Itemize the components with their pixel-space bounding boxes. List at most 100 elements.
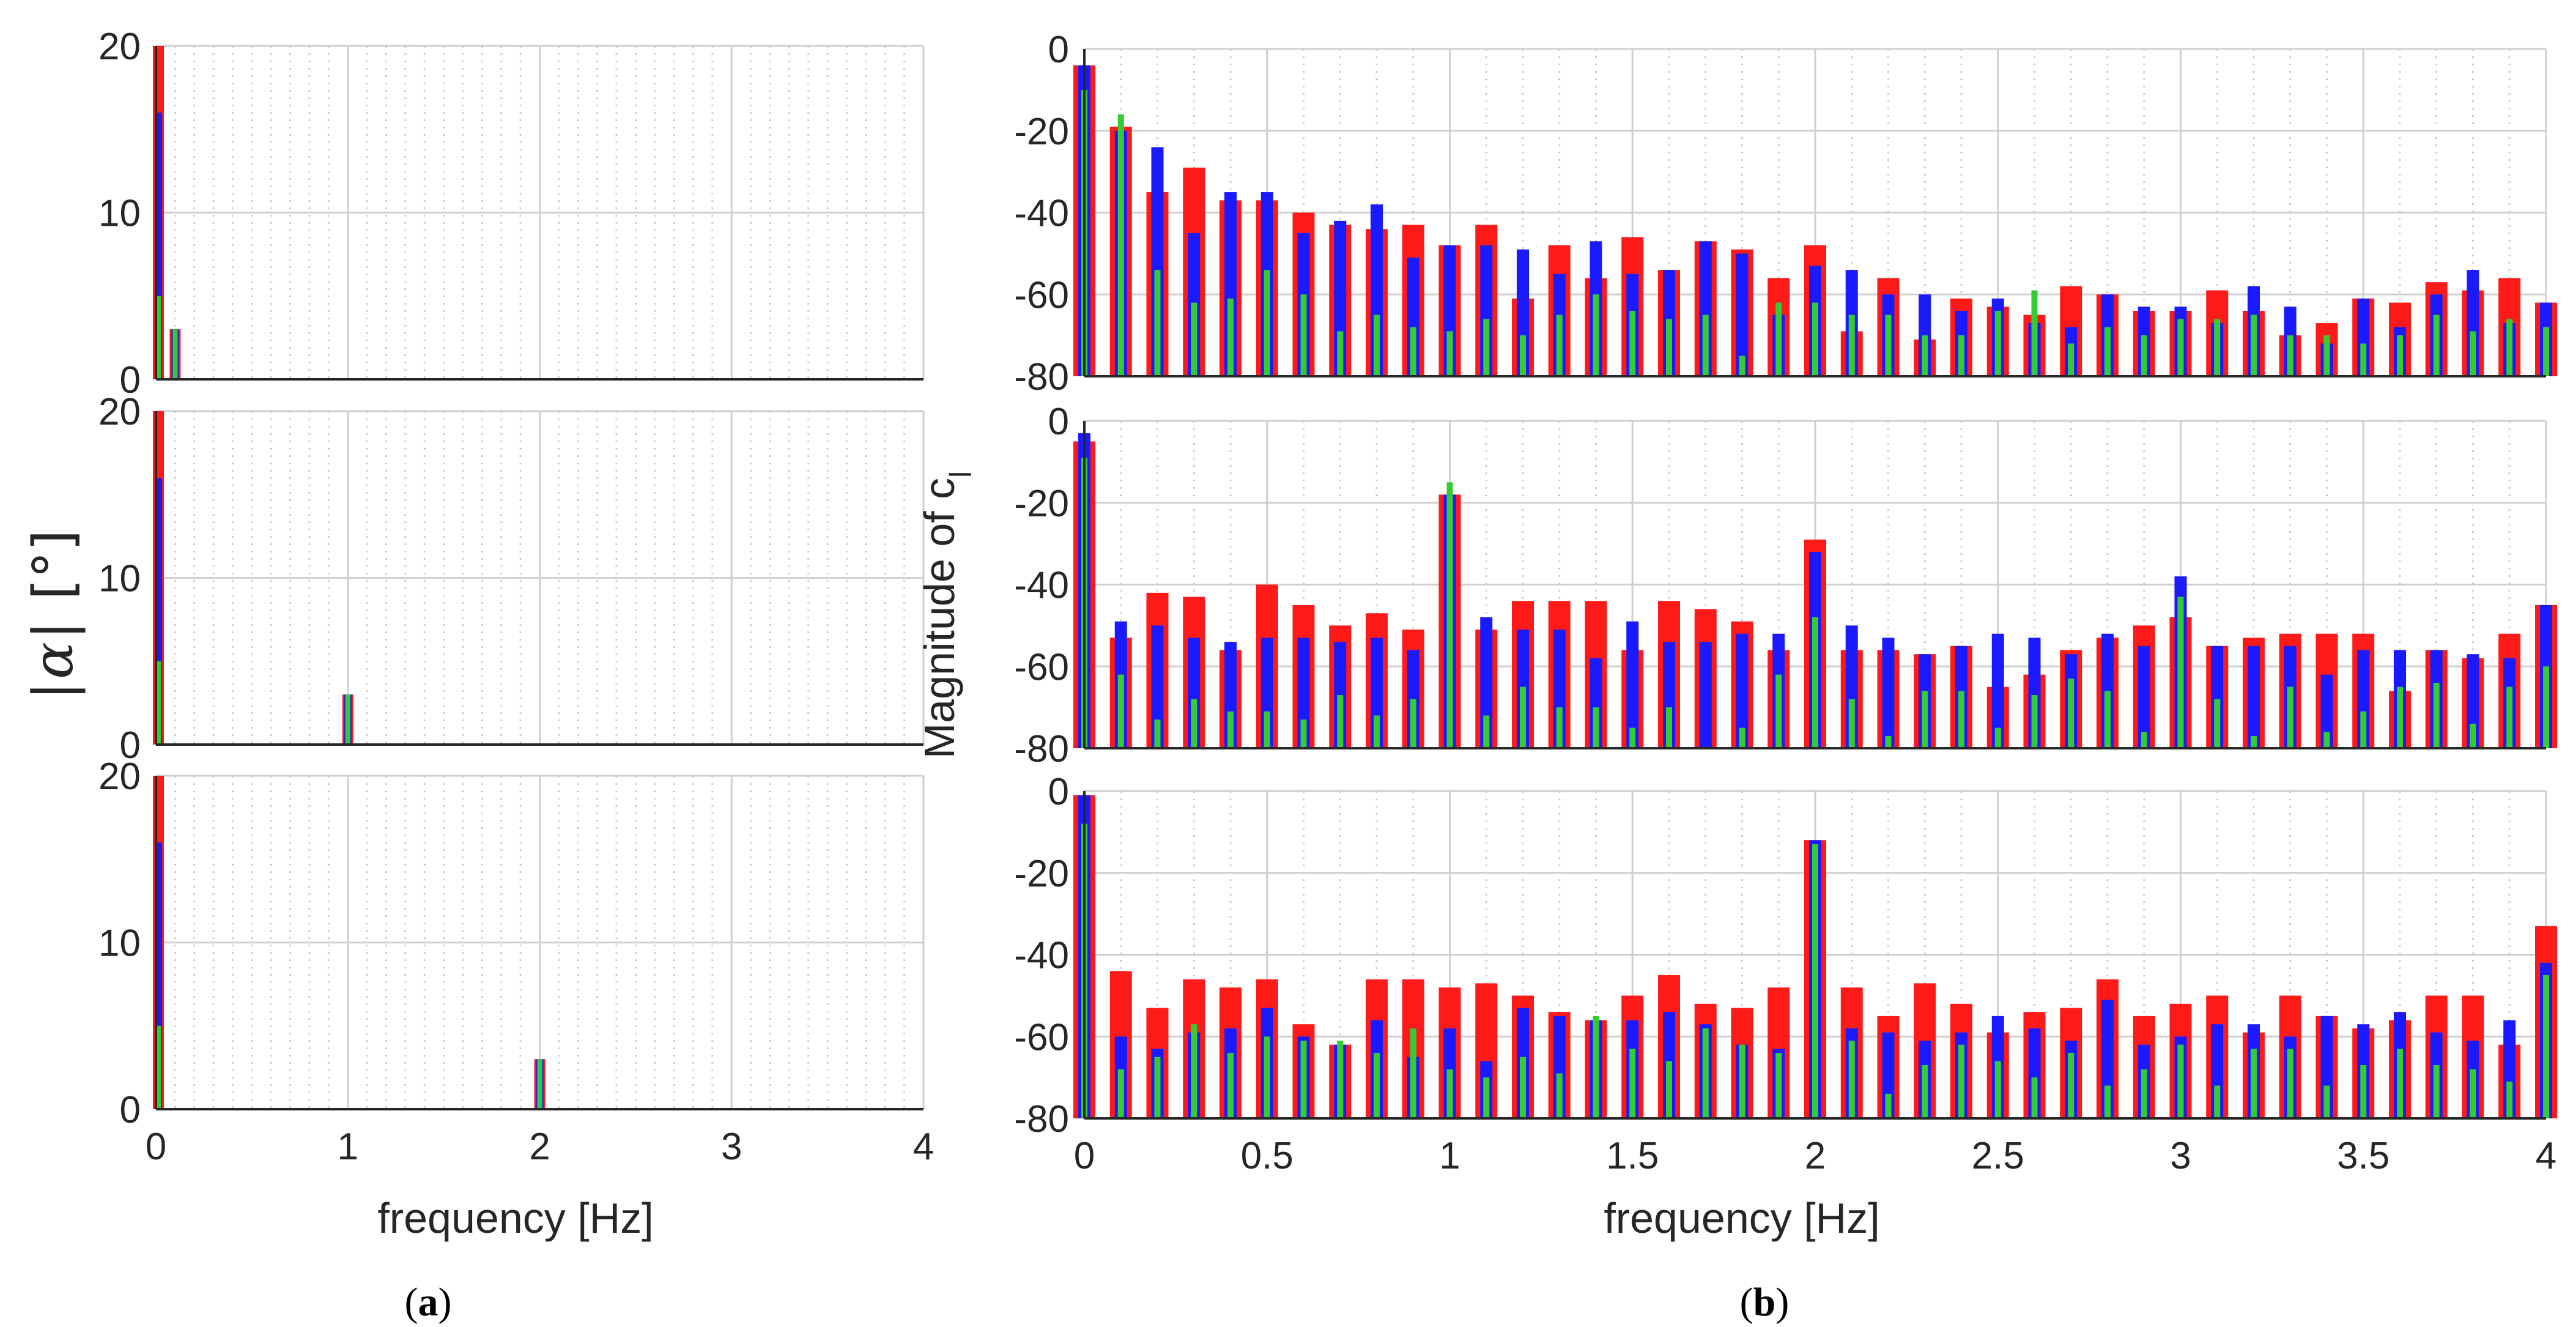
bar-green <box>1446 331 1453 376</box>
bar-green <box>2433 683 2440 748</box>
bar-green <box>2177 597 2184 748</box>
bar-green <box>1775 302 1782 376</box>
y-tick-label: 10 <box>98 558 141 600</box>
x-tick-label: 0 <box>1074 1135 1095 1177</box>
bar-green <box>2068 1053 2074 1118</box>
bar-green <box>1556 707 1563 748</box>
bar-green <box>1556 314 1563 376</box>
bar-green <box>1922 335 1928 376</box>
bar-green <box>2251 1049 2257 1118</box>
bar-green <box>1885 1093 1892 1118</box>
bar-green <box>1483 319 1490 376</box>
bar-green <box>1958 1044 1964 1118</box>
bar-green <box>156 661 161 745</box>
bar-green <box>1337 1040 1344 1118</box>
bar-green <box>2214 1085 2221 1118</box>
bar-green <box>2360 711 2367 748</box>
bar-green <box>156 296 161 379</box>
bar-green <box>2177 319 2184 376</box>
bar-green <box>1958 691 1964 748</box>
bar-green <box>1446 1069 1453 1118</box>
bar-green <box>1300 294 1307 376</box>
bar-green <box>2104 327 2111 376</box>
bar-green <box>1374 314 1380 376</box>
bar-green <box>1300 1040 1307 1118</box>
bar-green <box>1374 715 1380 748</box>
bar-green <box>1994 311 2001 376</box>
bar-green <box>1154 270 1161 376</box>
bar-green <box>1154 1057 1161 1118</box>
bar-green <box>2543 666 2549 748</box>
bar-green <box>1775 1053 1782 1118</box>
bar-green <box>1446 482 1453 748</box>
ylabel-text: Magnitude of c <box>916 478 963 759</box>
bar-green <box>1739 355 1745 376</box>
bar-green <box>1264 1036 1270 1118</box>
ylabel-subscript: l <box>944 471 978 478</box>
panel-b-caption: (b) <box>1740 1280 1790 1325</box>
bar-green <box>1922 691 1928 748</box>
bar-green <box>2287 686 2293 748</box>
bar-green <box>2141 1069 2147 1118</box>
bar-green <box>1520 686 1526 748</box>
bar-green <box>2506 686 2513 748</box>
bar-green <box>1922 1065 1928 1118</box>
x-tick-label: 4 <box>2536 1135 2556 1177</box>
bar-green <box>1812 302 1818 376</box>
y-tick-label: -80 <box>1014 356 1069 398</box>
bar-green <box>1848 314 1855 376</box>
panel-a-letter: a <box>418 1280 439 1325</box>
x-tick-label: 1 <box>338 1126 358 1168</box>
bar-green <box>1520 1057 1526 1118</box>
bar-green <box>2141 335 2147 376</box>
bar-green <box>1520 335 1526 376</box>
bar-green <box>1483 1077 1490 1118</box>
bar-green <box>1994 727 2001 748</box>
bar-blue <box>1151 625 1164 748</box>
bar-group <box>1073 65 2557 376</box>
panel-b-xlabel: frequency [Hz] <box>1604 1194 1879 1242</box>
bar-blue <box>1882 637 1895 748</box>
bar-group <box>1073 433 2557 748</box>
bar-green <box>1593 1016 1599 1118</box>
bar-green <box>1666 319 1672 376</box>
bar-green <box>2068 343 2074 376</box>
bar-green <box>2068 678 2074 748</box>
bar-green <box>2506 319 2513 376</box>
bar-green <box>2397 686 2403 748</box>
bar-blue <box>1736 253 1749 376</box>
y-tick-label: -20 <box>1014 483 1069 525</box>
panel-a-subplot-1: 0 10 20 <box>98 26 925 401</box>
y-tick-label: 20 <box>98 756 141 798</box>
bar-green <box>2104 691 2111 748</box>
bar-green <box>1191 302 1197 376</box>
bar-green <box>1337 331 1344 376</box>
bar-green <box>2323 1085 2330 1118</box>
bar-green <box>2251 735 2257 748</box>
bar-green <box>1227 711 1234 748</box>
bar-green <box>2104 1085 2111 1118</box>
bar-green <box>1300 719 1307 748</box>
bar-green <box>2360 343 2367 376</box>
panel-a-subplot-axes: 0 10 20 <box>98 391 925 767</box>
bar-green <box>1191 699 1197 748</box>
bar-green <box>1885 314 1892 376</box>
bar-green <box>1117 1069 1124 1118</box>
bar-green <box>1593 707 1599 748</box>
bar-green <box>2031 290 2038 376</box>
bar-green <box>2031 695 2038 748</box>
bar-green <box>2470 331 2476 376</box>
y-tick-label: 0 <box>1048 29 1069 71</box>
bar-green <box>2287 335 2293 376</box>
bar-green <box>2543 975 2549 1118</box>
bar-green <box>1812 844 1818 1118</box>
x-tick-label: 4 <box>913 1126 934 1168</box>
bar-green <box>1117 674 1124 748</box>
panel-a-caption: (a) <box>405 1280 452 1325</box>
bar-green <box>2141 732 2147 748</box>
bar-green <box>1775 674 1782 748</box>
bar-blue <box>2320 674 2333 748</box>
bar-green <box>1264 711 1270 748</box>
